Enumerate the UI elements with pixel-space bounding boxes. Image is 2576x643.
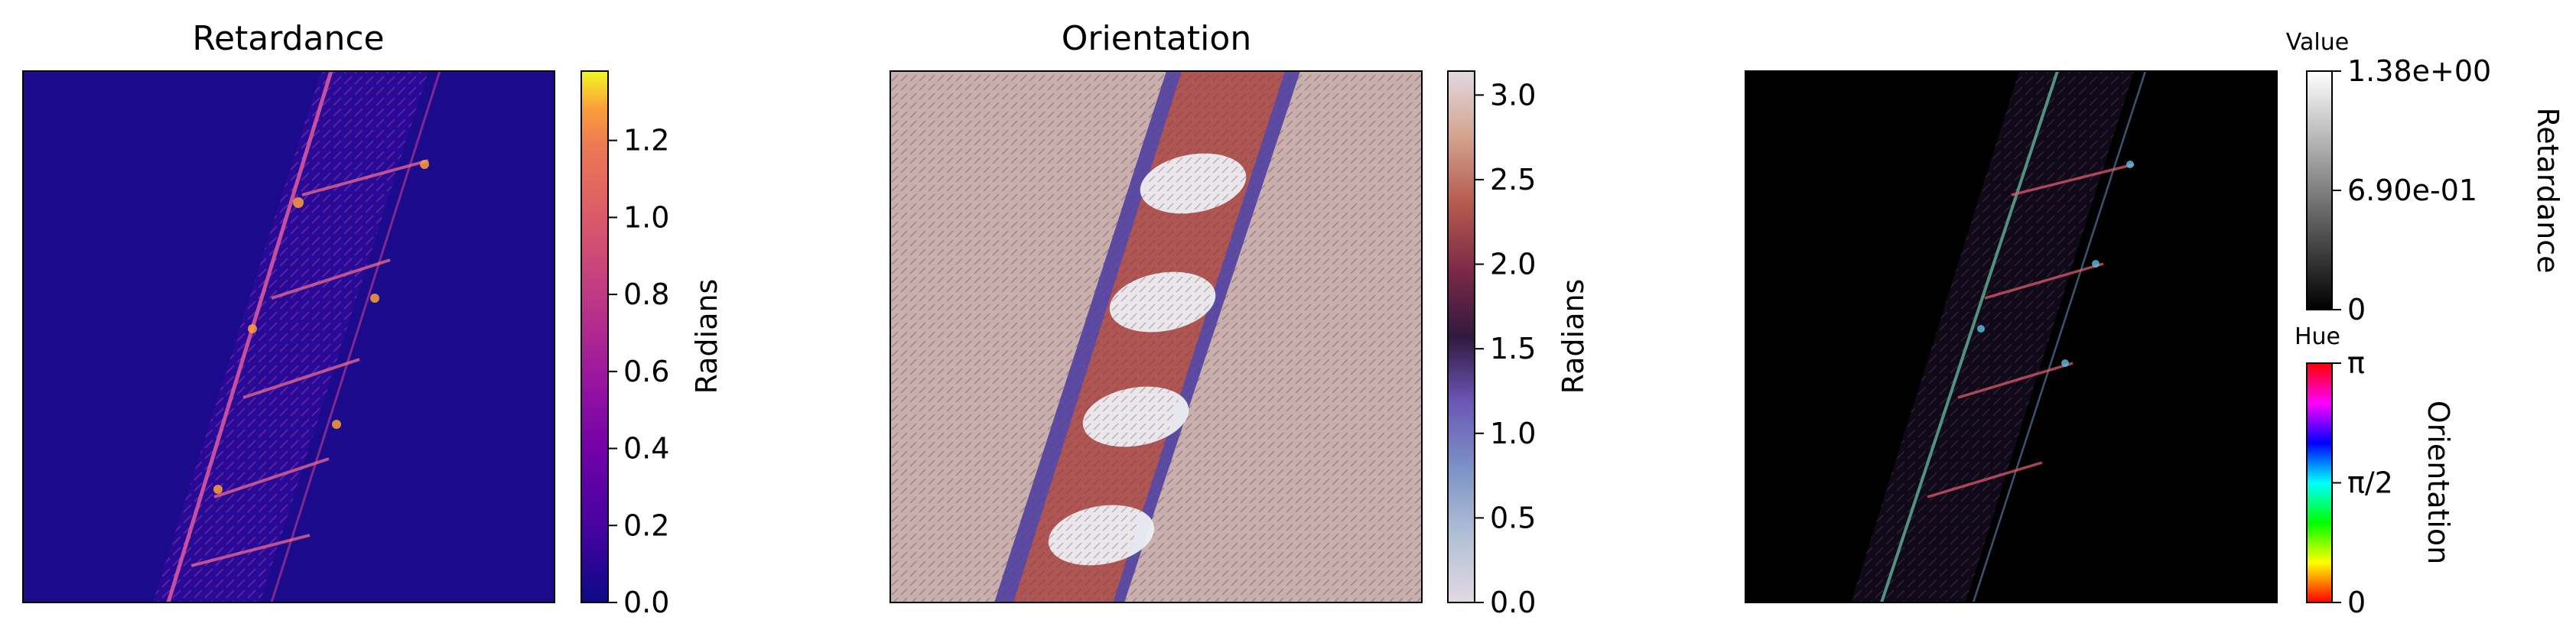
colorbar-tick-label: 0.6 xyxy=(623,355,669,388)
colorbar-tick-label: 1.0 xyxy=(1490,417,1536,450)
colorbar-tick-label: 0.8 xyxy=(623,278,669,311)
colorbar-tick-label: 3.0 xyxy=(1490,78,1536,112)
hue-colorbar: Hue 0 π/2 π Orientation xyxy=(2295,323,2455,619)
colorbar-label: Radians xyxy=(1556,279,1590,395)
colorbar-tick-label: 6.90e-01 xyxy=(2347,174,2477,207)
colorbar-tick-label: 0.0 xyxy=(623,586,669,619)
retardance-image xyxy=(23,71,555,602)
panel-title: Retardance xyxy=(192,19,384,58)
panel-title: Orientation xyxy=(1062,19,1251,58)
colorbar-tick-label: 2.0 xyxy=(1490,248,1536,281)
overlay-image xyxy=(1745,71,2277,602)
colorbar-tick-label: 0.2 xyxy=(623,508,669,542)
colorbar-tick-label: 0.5 xyxy=(1490,501,1536,534)
colorbar-label: Radians xyxy=(690,279,724,395)
colorbar-tick-label: π xyxy=(2347,346,2365,380)
colorbar-tick-label: 0 xyxy=(2347,586,2366,619)
panel-overlay: Value 0 6.90e-01 1.38e+00 Retardance Hue 0… xyxy=(1745,29,2565,619)
colorbar-tick-label: 1.2 xyxy=(623,124,669,158)
colorbar-tick-label: 1.38e+00 xyxy=(2347,54,2491,88)
orientation-colorbar: 0.0 0.5 1.0 1.5 2.0 2.5 3.0 Radians xyxy=(1447,70,1590,619)
colorbar-tick-label: 1.0 xyxy=(623,200,669,234)
colorbar-header: Hue xyxy=(2295,323,2340,350)
value-colorbar: Value 0 6.90e-01 1.38e+00 Retardance xyxy=(2286,29,2565,326)
orientation-image xyxy=(890,71,1422,602)
colorbar-tick-label: 2.5 xyxy=(1490,163,1536,196)
colorbar-tick-label: 1.5 xyxy=(1490,332,1536,365)
colorbar-tick-label: 0 xyxy=(2347,293,2366,326)
colorbar-header: Value xyxy=(2286,29,2349,56)
colorbar-tick-label: 0.4 xyxy=(623,432,669,466)
colorbar-tick-label: π/2 xyxy=(2347,466,2393,499)
colorbar-label: Retardance xyxy=(2531,108,2565,274)
retardance-colorbar: 0.0 0.2 0.4 0.6 0.8 1.0 1.2 Radians xyxy=(581,70,724,619)
panel-orientation: Orientation 0.0 0.5 1.0 1.5 2.0 2.5 3.0 Radian… xyxy=(890,19,1590,619)
colorbar-tick-label: 0.0 xyxy=(1490,586,1536,619)
colorbar-label: Orientation xyxy=(2422,401,2455,565)
panel-retardance: Retardance xyxy=(22,19,724,619)
